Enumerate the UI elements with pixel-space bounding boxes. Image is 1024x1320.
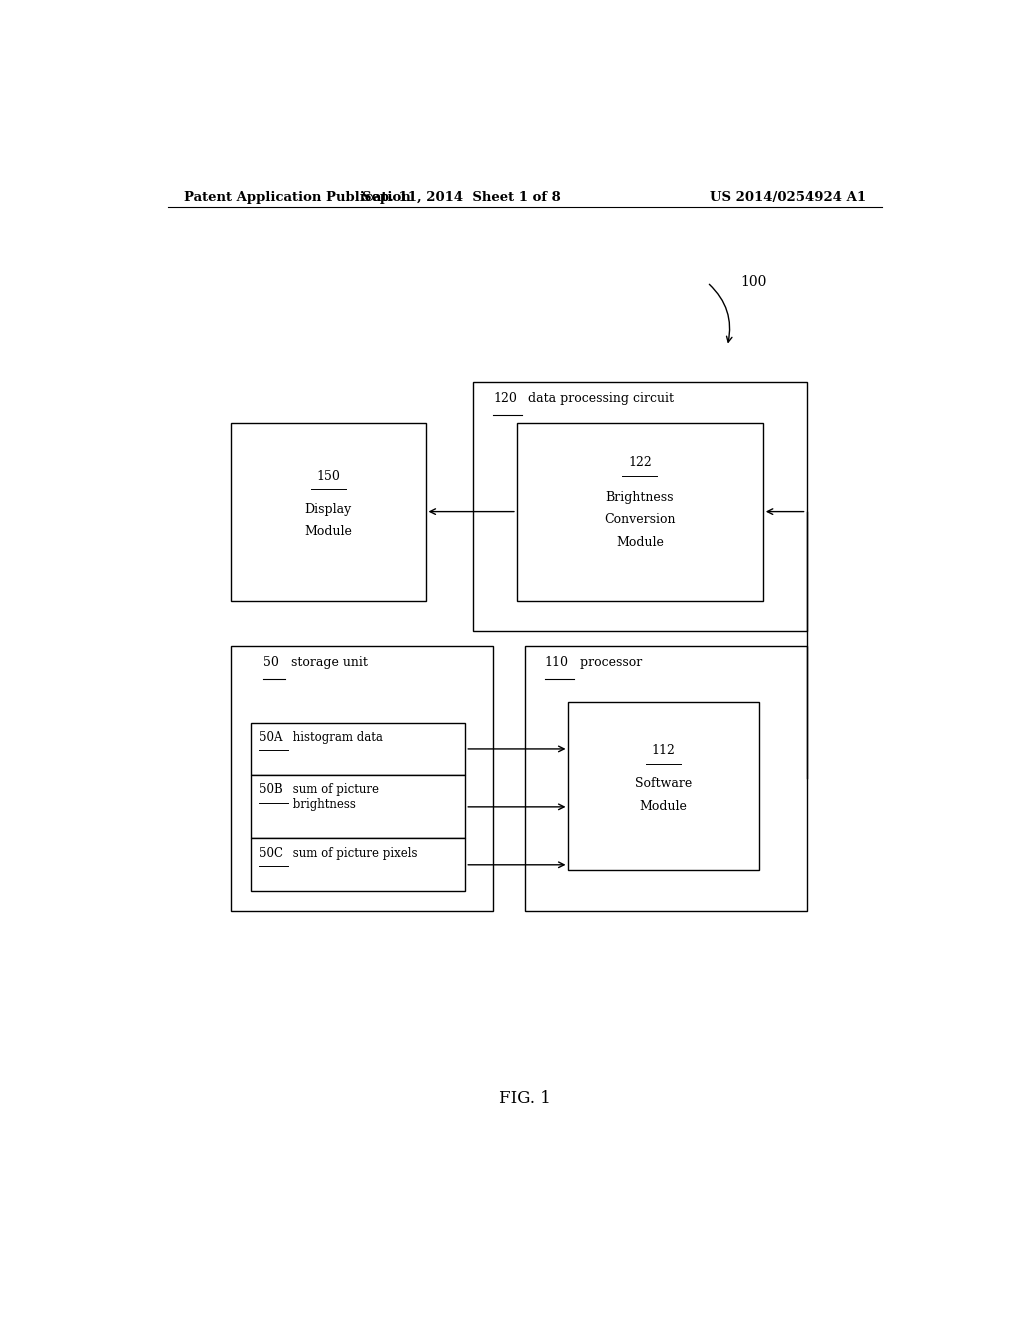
FancyBboxPatch shape	[231, 647, 494, 911]
Text: sum of picture pixels: sum of picture pixels	[289, 846, 418, 859]
FancyBboxPatch shape	[473, 381, 807, 631]
Text: 100: 100	[740, 276, 767, 289]
Text: 110: 110	[545, 656, 568, 669]
Text: histogram data: histogram data	[289, 731, 383, 743]
Text: data processing circuit: data processing circuit	[524, 392, 674, 405]
Text: 112: 112	[651, 744, 676, 756]
Text: Patent Application Publication: Patent Application Publication	[183, 191, 411, 203]
Text: Sep. 11, 2014  Sheet 1 of 8: Sep. 11, 2014 Sheet 1 of 8	[361, 191, 561, 203]
FancyBboxPatch shape	[251, 838, 465, 891]
Text: sum of picture
 brightness: sum of picture brightness	[289, 784, 379, 812]
Text: 120: 120	[494, 392, 517, 405]
Text: FIG. 1: FIG. 1	[499, 1090, 551, 1107]
Text: 50B: 50B	[259, 784, 283, 796]
FancyBboxPatch shape	[524, 647, 807, 911]
FancyBboxPatch shape	[517, 422, 763, 601]
Text: Conversion: Conversion	[604, 513, 676, 527]
Text: 122: 122	[628, 457, 651, 470]
Text: 50: 50	[263, 656, 279, 669]
FancyBboxPatch shape	[231, 422, 426, 601]
FancyBboxPatch shape	[251, 775, 465, 838]
Text: Module: Module	[615, 536, 664, 549]
Text: processor: processor	[575, 656, 642, 669]
Text: Module: Module	[304, 525, 352, 539]
Text: Module: Module	[640, 800, 688, 813]
Text: Display: Display	[305, 503, 352, 516]
FancyBboxPatch shape	[251, 722, 465, 775]
FancyBboxPatch shape	[568, 702, 759, 870]
Text: storage unit: storage unit	[287, 656, 368, 669]
Text: Brightness: Brightness	[605, 491, 674, 504]
Text: Software: Software	[635, 777, 692, 791]
Text: 150: 150	[316, 470, 340, 483]
Text: 50A: 50A	[259, 731, 283, 743]
Text: 50C: 50C	[259, 846, 283, 859]
Text: US 2014/0254924 A1: US 2014/0254924 A1	[710, 191, 866, 203]
